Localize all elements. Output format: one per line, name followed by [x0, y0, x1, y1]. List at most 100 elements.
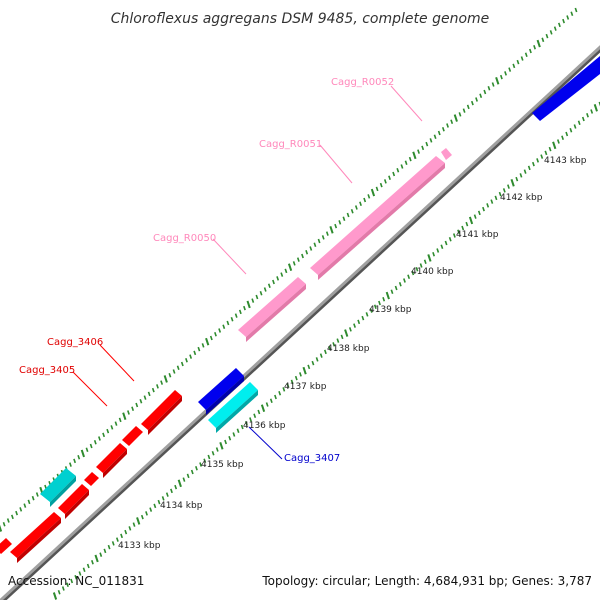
inner-ticks-tick — [91, 559, 94, 565]
gene-feature-red-5[interactable] — [58, 484, 89, 514]
label-cagg-r0050[interactable]: Cagg_R0050 — [153, 233, 216, 244]
outer-ticks-tick — [491, 82, 495, 87]
gene-labels: Cagg_3405 Cagg_3406 Cagg_R0050 Cagg_R005… — [19, 77, 423, 464]
inner-ticks-tick — [260, 404, 266, 413]
inner-ticks-tick — [336, 338, 340, 343]
inner-ticks-tick — [523, 169, 527, 174]
gene-feature-red-4[interactable] — [84, 472, 99, 486]
inner-ticks-tick — [177, 479, 182, 488]
outer-ticks-tick — [15, 510, 18, 516]
inner-ticks-tick — [390, 289, 394, 295]
inner-ticks-tick — [52, 592, 58, 600]
tick-label-4143: 4143 kbp — [544, 156, 587, 166]
outer-ticks-tick — [566, 15, 570, 20]
outer-ticks-tick — [321, 235, 325, 240]
outer-ticks-tick — [122, 412, 127, 421]
outer-ticks-tick — [222, 324, 226, 330]
inner-ticks-tick — [378, 300, 381, 306]
label-cagg-3407[interactable]: Cagg_3407 — [284, 453, 340, 464]
outer-ticks-tick — [180, 361, 184, 367]
inner-ticks-tick — [361, 315, 365, 321]
outer-ticks-tick — [77, 454, 81, 460]
inner-ticks-tick — [432, 251, 436, 257]
outer-tick-ring — [0, 7, 578, 532]
inner-ticks-tick — [228, 436, 232, 441]
inner-ticks-tick — [556, 139, 560, 144]
inner-ticks-tick — [532, 161, 535, 167]
inner-ticks-tick — [94, 554, 99, 563]
gene-feature-red-7[interactable] — [0, 538, 12, 554]
outer-ticks-tick — [375, 186, 379, 192]
tick-label-4139: 4139 kbp — [369, 305, 412, 315]
outer-ticks-tick — [516, 59, 520, 65]
inner-ticks-tick — [224, 439, 227, 445]
gene-feature-blue-2[interactable] — [532, 56, 600, 121]
inner-ticks-tick — [302, 366, 307, 375]
outer-ticks-tick — [131, 406, 135, 411]
inner-ticks-tick — [519, 173, 523, 178]
outer-ticks-tick — [475, 97, 478, 102]
inner-ticks-tick — [452, 233, 456, 238]
outer-ticks-tick — [417, 149, 420, 154]
inner-ticks-tick — [253, 413, 257, 418]
inner-ticks-tick — [195, 466, 198, 471]
label-cagg-3405[interactable]: Cagg_3405 — [19, 365, 75, 376]
inner-ticks-tick — [207, 454, 211, 460]
outer-ticks-tick — [243, 305, 246, 311]
inner-ticks-tick — [282, 387, 286, 392]
inner-ticks-tick — [540, 154, 544, 159]
outer-ticks-tick — [504, 71, 507, 76]
summary-text: Topology: circular; Length: 4,684,931 bp… — [262, 574, 592, 588]
gene-feature-cagg-r0050[interactable] — [238, 277, 306, 337]
outer-ticks-tick — [205, 337, 210, 346]
outer-ticks-tick — [193, 350, 197, 356]
label-cagg-3406[interactable]: Cagg_3406 — [47, 337, 103, 348]
outer-ticks-tick — [135, 402, 139, 408]
inner-ticks-tick — [398, 282, 402, 287]
outer-ticks-tick — [102, 432, 106, 438]
outer-ticks-tick — [89, 443, 93, 449]
gene-feature-cagg-3405[interactable] — [122, 426, 143, 446]
outer-ticks-tick — [388, 175, 391, 180]
gene-feature-cagg-3406[interactable] — [141, 390, 182, 430]
outer-ticks-tick — [495, 76, 500, 85]
gene-feature-red-6[interactable] — [10, 512, 61, 558]
gene-feature-cagg-r0051[interactable] — [310, 156, 445, 275]
outer-ticks-tick — [346, 212, 350, 218]
inner-ticks-tick — [136, 517, 141, 525]
outer-ticks-tick — [287, 263, 293, 271]
leader-cagg-r0052 — [390, 85, 423, 122]
label-cagg-r0051[interactable]: Cagg_R0051 — [259, 139, 322, 150]
outer-ticks-tick — [574, 7, 578, 13]
other-feature-left-top — [40, 468, 76, 502]
inner-ticks-tick — [211, 451, 215, 456]
inner-ticks-tick — [328, 345, 331, 351]
gene-feature-blue-1[interactable] — [198, 368, 244, 410]
gene-feature-cagg-3407[interactable] — [208, 382, 258, 428]
gene-feature-red-3[interactable] — [96, 443, 127, 473]
inner-ticks-tick — [315, 357, 319, 362]
inner-ticks-tick — [548, 146, 552, 152]
inner-ticks-tick — [448, 236, 452, 242]
inner-ticks-tick — [107, 544, 111, 550]
label-cagg-r0052[interactable]: Cagg_R0052 — [331, 77, 394, 88]
outer-ticks-tick — [6, 518, 10, 523]
outer-ticks-tick — [508, 67, 512, 72]
reverse-features — [198, 56, 600, 433]
outer-ticks-tick — [305, 249, 309, 255]
other-feature-left[interactable] — [40, 468, 76, 507]
gene-feature-cagg-r0052[interactable] — [441, 148, 452, 160]
inner-ticks-tick — [274, 394, 277, 400]
outer-ticks-tick — [429, 138, 433, 143]
outer-ticks-tick — [234, 313, 238, 318]
outer-ticks-tick — [168, 372, 172, 378]
inner-ticks-tick — [66, 582, 69, 587]
inner-ticks-tick — [569, 128, 573, 133]
outer-ticks-tick — [367, 194, 371, 199]
outer-ticks-tick — [458, 112, 462, 117]
outer-ticks-tick — [106, 428, 110, 434]
inner-ticks-tick — [510, 179, 515, 187]
outer-ticks-tick — [230, 317, 234, 322]
inner-ticks-tick — [157, 499, 161, 505]
